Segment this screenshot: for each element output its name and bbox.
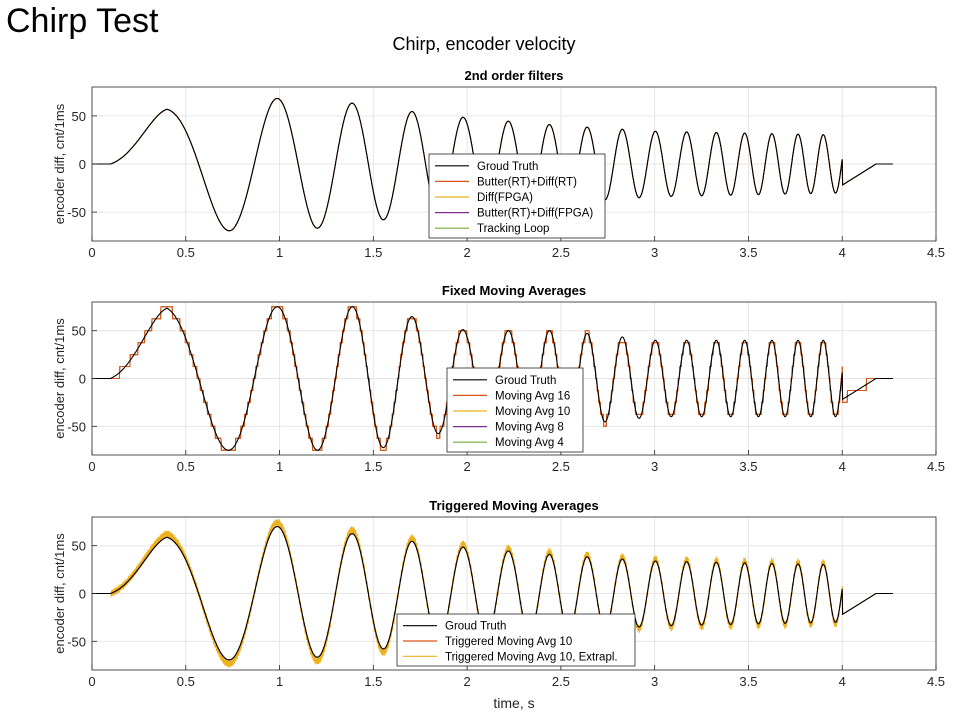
- legend-label: Butter(RT)+Diff(RT): [477, 176, 577, 188]
- x-tick-label: 0.5: [177, 459, 195, 474]
- y-axis-label: encoder diff, cnt/1ms: [52, 533, 67, 654]
- y-tick-label: 50: [72, 109, 86, 124]
- panel-title: 2nd order filters: [465, 68, 564, 83]
- x-tick-label: 1: [276, 245, 283, 260]
- legend-label: Diff(FPGA): [477, 192, 533, 204]
- x-tick-label: 1.5: [364, 674, 382, 689]
- x-tick-label: 4.5: [927, 459, 945, 474]
- x-tick-label: 2.5: [552, 459, 570, 474]
- x-tick-label: 4: [839, 245, 846, 260]
- x-tick-label: 2.5: [552, 245, 570, 260]
- x-tick-label: 2: [463, 674, 470, 689]
- x-tick-label: 3.5: [739, 245, 757, 260]
- x-tick-label: 1.5: [364, 245, 382, 260]
- x-tick-label: 3: [651, 245, 658, 260]
- panel-title: Triggered Moving Averages: [429, 498, 599, 513]
- y-tick-label: 0: [79, 587, 86, 602]
- x-tick-label: 0: [88, 674, 95, 689]
- x-tick-label: 4: [839, 674, 846, 689]
- x-tick-label: 4: [839, 459, 846, 474]
- legend-label: Moving Avg 10: [495, 406, 570, 418]
- y-tick-label: 50: [72, 324, 86, 339]
- legend-label: Tracking Loop: [477, 223, 549, 235]
- legend-label: Triggered Moving Avg 10: [445, 636, 572, 648]
- y-tick-label: -50: [67, 419, 86, 434]
- x-tick-label: 1.5: [364, 459, 382, 474]
- legend-label: Groud Truth: [445, 621, 506, 633]
- x-tick-label: 0.5: [177, 674, 195, 689]
- y-tick-label: -50: [67, 205, 86, 220]
- x-tick-label: 3.5: [739, 674, 757, 689]
- x-tick-label: 3: [651, 459, 658, 474]
- y-axis-label: encoder diff, cnt/1ms: [52, 103, 67, 224]
- legend-label: Butter(RT)+Diff(FPGA): [477, 208, 593, 220]
- x-tick-label: 0: [88, 459, 95, 474]
- y-tick-label: 0: [79, 372, 86, 387]
- y-tick-label: -50: [67, 634, 86, 649]
- x-tick-label: 4.5: [927, 245, 945, 260]
- x-tick-label: 2: [463, 459, 470, 474]
- x-tick-label: 0: [88, 245, 95, 260]
- x-tick-label: 1: [276, 459, 283, 474]
- legend-label: Groud Truth: [477, 161, 538, 173]
- x-tick-label: 4.5: [927, 674, 945, 689]
- legend-label: Groud Truth: [495, 375, 556, 387]
- x-tick-label: 3.5: [739, 459, 757, 474]
- legend-label: Triggered Moving Avg 10, Extrapl.: [445, 651, 618, 663]
- x-axis-label: time, s: [493, 695, 534, 711]
- x-tick-label: 3: [651, 674, 658, 689]
- legend-label: Moving Avg 4: [495, 437, 564, 449]
- legend-label: Moving Avg 16: [495, 390, 570, 402]
- panel-title: Fixed Moving Averages: [442, 283, 586, 298]
- x-tick-label: 0.5: [177, 245, 195, 260]
- y-tick-label: 0: [79, 157, 86, 172]
- x-tick-label: 1: [276, 674, 283, 689]
- x-tick-label: 2.5: [552, 674, 570, 689]
- y-axis-label: encoder diff, cnt/1ms: [52, 318, 67, 439]
- x-tick-label: 2: [463, 245, 470, 260]
- legend-label: Moving Avg 8: [495, 422, 564, 434]
- y-tick-label: 50: [72, 539, 86, 554]
